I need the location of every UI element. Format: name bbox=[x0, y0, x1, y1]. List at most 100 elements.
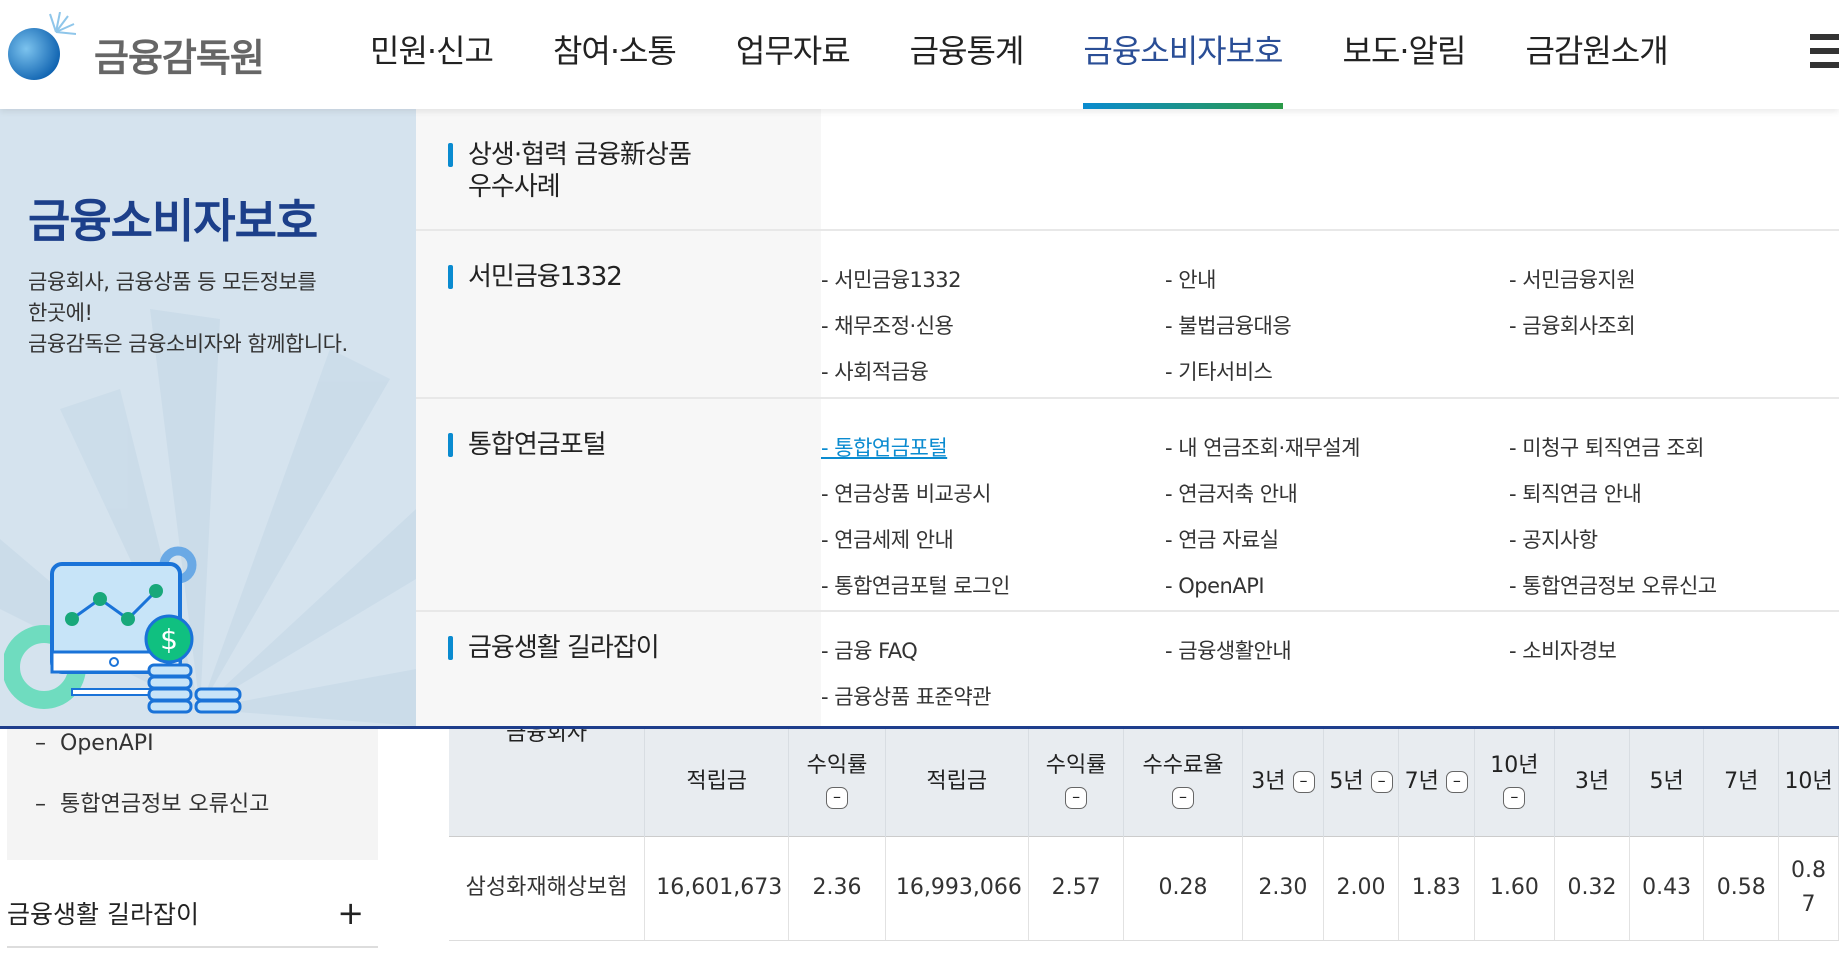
column-header: 5년 – bbox=[1323, 729, 1399, 836]
sidebar-item-openapi[interactable]: – OpenAPI bbox=[35, 731, 154, 756]
main-nav: 민원·신고 참여·소통 업무자료 금융통계 금융소비자보호 보도·알림 금감원소… bbox=[340, 0, 1698, 109]
menu-intro-panel: 금융소비자보호 금융회사, 금융상품 등 모든정보를 한곳에! 금융감독은 금융… bbox=[0, 109, 416, 726]
menu-link[interactable]: - 내 연금조회·재무설계 bbox=[1165, 436, 1360, 460]
logo[interactable]: 금융감독원 bbox=[6, 12, 265, 82]
menu-link[interactable]: - 서민금융지원 bbox=[1509, 268, 1636, 292]
sidebar-section-guide[interactable]: 금융생활 길라잡이 + bbox=[7, 880, 378, 948]
menu-link[interactable]: - 통합연금정보 오류신고 bbox=[1509, 574, 1717, 598]
table-cell: 16,601,673 bbox=[644, 835, 790, 941]
collapse-icon[interactable]: – bbox=[1292, 771, 1315, 794]
menu-link[interactable]: - 기타서비스 bbox=[1165, 360, 1273, 384]
sidebar-item-label: OpenAPI bbox=[60, 731, 154, 756]
column-header: 수익률 – bbox=[1028, 729, 1125, 836]
menu-link[interactable]: - 퇴직연금 안내 bbox=[1509, 482, 1642, 506]
header-label: 5년 bbox=[1649, 769, 1684, 795]
menu-category-coprosperity: 상생·협력 금융新상품 우수사례 bbox=[416, 109, 1839, 231]
menu-link[interactable]: - 공지사항 bbox=[1509, 528, 1598, 552]
menu-icon[interactable] bbox=[1810, 34, 1839, 76]
menu-link[interactable]: - 연금 자료실 bbox=[1165, 528, 1279, 552]
links-area bbox=[821, 399, 1839, 610]
collapse-icon[interactable]: – bbox=[1445, 771, 1468, 794]
column-header: 7년 bbox=[1703, 729, 1780, 836]
menu-link[interactable]: - 연금상품 비교공시 bbox=[821, 482, 992, 506]
table-row: 삼성화재해상보험 16,601,673 2.36 16,993,066 2.57 0.28… bbox=[449, 835, 1839, 941]
table-cell: 0.58 bbox=[1703, 835, 1780, 941]
menu-link[interactable]: - 통합연금포털 로그인 bbox=[821, 574, 1010, 598]
nav-about[interactable]: 금감원소개 bbox=[1525, 31, 1668, 70]
panel-description: 금융회사, 금융상품 등 모든정보를 한곳에! 금융감독은 금융소비자와 함께합… bbox=[28, 267, 348, 360]
category-label[interactable]: 서민금융1332 bbox=[448, 261, 623, 293]
svg-text:$: $ bbox=[160, 623, 178, 656]
panel-title: 금융소비자보호 bbox=[28, 194, 318, 248]
menu-link[interactable]: - 안내 bbox=[1165, 268, 1216, 292]
header-label: 10년 bbox=[1490, 753, 1539, 779]
table-cell: 2.30 bbox=[1242, 835, 1325, 941]
table-cell: 0.87 bbox=[1778, 835, 1839, 941]
category-links: - 서민금융1332 - 안내 - 서민금융지원 - 채무조정·신용 - 불법금융대응 -… bbox=[821, 257, 1839, 395]
table-cell: 16,993,066 bbox=[885, 835, 1029, 941]
category-label[interactable]: 통합연금포털 bbox=[448, 429, 607, 461]
nav-statistics[interactable]: 금융통계 bbox=[909, 31, 1025, 70]
collapse-icon[interactable]: – bbox=[1370, 771, 1393, 794]
header-label: 5년 bbox=[1329, 769, 1364, 795]
links-area bbox=[821, 109, 1839, 229]
table-cell: 삼성화재해상보험 bbox=[449, 835, 646, 941]
header-label: 10년 bbox=[1784, 769, 1833, 795]
sidebar-submenu: – OpenAPI – 통합연금정보 오류신고 bbox=[7, 729, 378, 860]
label-line: 상생·협력 금융新상품 bbox=[468, 140, 692, 170]
header-label: 7년 bbox=[1404, 769, 1439, 795]
nav-news[interactable]: 보도·알림 bbox=[1342, 31, 1467, 70]
links-area bbox=[821, 612, 1839, 726]
label-line: 우수사례 bbox=[468, 172, 561, 202]
menu-link[interactable]: - 채무조정·신용 bbox=[821, 314, 954, 338]
column-header: 적립금 bbox=[885, 729, 1029, 836]
plus-icon: + bbox=[337, 894, 364, 932]
column-header: 7년 – bbox=[1398, 729, 1475, 836]
header-label: 3년 bbox=[1574, 769, 1610, 795]
category-links: - 금융 FAQ - 금융생활안내 - 소비자경보 - 금융상품 표준약관 bbox=[821, 628, 1839, 720]
mega-menu: 금융소비자보호 금융회사, 금융상품 등 모든정보를 한곳에! 금융감독은 금융… bbox=[0, 109, 1839, 729]
category-label[interactable]: 금융생활 길라잡이 bbox=[448, 632, 660, 664]
table-cell: 0.32 bbox=[1554, 835, 1630, 941]
menu-link[interactable]: - 서민금융1332 bbox=[821, 268, 961, 292]
table-cell: 2.57 bbox=[1028, 835, 1125, 941]
nav-consumer-protection[interactable]: 금융소비자보호 bbox=[1053, 0, 1312, 109]
menu-link[interactable]: - OpenAPI bbox=[1165, 574, 1265, 598]
column-header: 수수료율 – bbox=[1123, 729, 1243, 836]
header-label: 3년 bbox=[1251, 769, 1286, 795]
menu-category-1332: 서민금융1332 - 서민금융1332 - 안내 - 서민금융지원 - 채무조정·신용… bbox=[416, 231, 1839, 399]
table-cell: 0.28 bbox=[1123, 835, 1243, 941]
column-header: 수익률 – bbox=[788, 729, 886, 836]
table-cell: 2.36 bbox=[788, 835, 886, 941]
collapse-icon[interactable]: – bbox=[1503, 787, 1526, 810]
menu-link[interactable]: - 소비자경보 bbox=[1509, 639, 1617, 663]
collapse-icon[interactable]: – bbox=[1065, 787, 1088, 810]
menu-link[interactable]: - 통합연금포털 bbox=[821, 436, 948, 460]
menu-link[interactable]: - 사회적금융 bbox=[821, 360, 929, 384]
table-body: 삼성화재해상보험 16,601,673 2.36 16,993,066 2.57 0.28… bbox=[449, 835, 1839, 941]
collapse-icon[interactable]: – bbox=[1171, 787, 1194, 810]
table-cell: 1.60 bbox=[1474, 835, 1556, 941]
sidebar-item-error-report[interactable]: – 통합연금정보 오류신고 bbox=[35, 792, 270, 817]
column-header: 3년 – bbox=[1242, 729, 1325, 836]
menu-link[interactable]: - 불법금융대응 bbox=[1165, 314, 1292, 338]
menu-link[interactable]: - 금융상품 표준약관 bbox=[821, 685, 992, 709]
menu-link[interactable]: - 금융회사조회 bbox=[1509, 314, 1636, 338]
table-cell: 0.43 bbox=[1629, 835, 1705, 941]
nav-materials[interactable]: 업무자료 bbox=[735, 31, 851, 70]
menu-link[interactable]: - 연금세제 안내 bbox=[821, 528, 954, 552]
column-header: 적립금 bbox=[644, 729, 790, 836]
desc-line: 금융회사, 금융상품 등 모든정보를 bbox=[28, 270, 317, 294]
nav-complaint[interactable]: 민원·신고 bbox=[370, 31, 494, 70]
header-label: 수익률 bbox=[1045, 753, 1107, 779]
menu-link[interactable]: - 금융생활안내 bbox=[1165, 639, 1292, 663]
menu-link[interactable]: - 금융 FAQ bbox=[821, 639, 918, 663]
nav-participation[interactable]: 참여·소통 bbox=[552, 31, 677, 70]
category-label[interactable]: 상생·협력 금융新상품 우수사례 bbox=[448, 139, 692, 203]
menu-category-pension: 통합연금포털 - 통합연금포털 - 내 연금조회·재무설계 - 미청구 퇴직연금 조… bbox=[416, 399, 1839, 612]
header-label: 적립금 bbox=[686, 769, 748, 795]
menu-link[interactable]: - 미청구 퇴직연금 조회 bbox=[1509, 436, 1704, 460]
logo-text: 금융감독원 bbox=[94, 35, 265, 80]
collapse-icon[interactable]: – bbox=[825, 787, 848, 810]
menu-link[interactable]: - 연금저축 안내 bbox=[1165, 482, 1298, 506]
